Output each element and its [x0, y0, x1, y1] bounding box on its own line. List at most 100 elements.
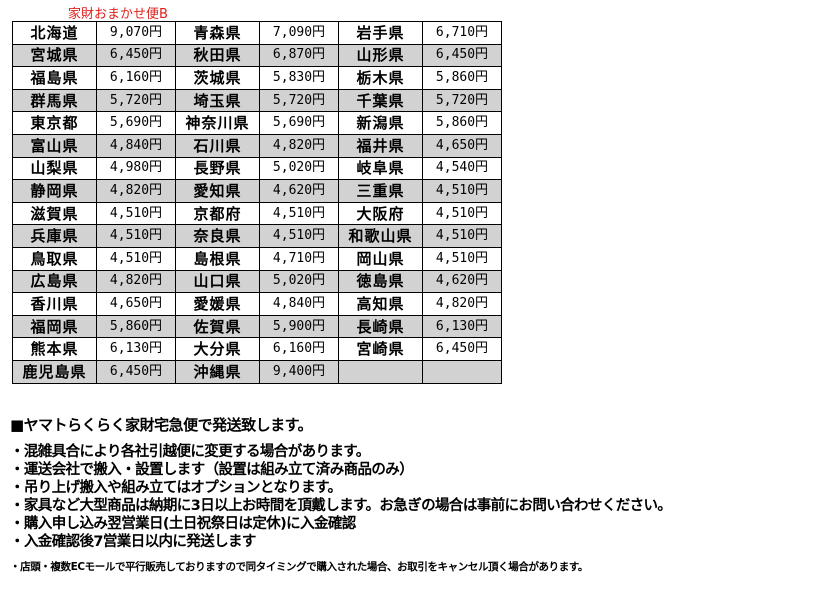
- price-cell: 4,510円: [259, 201, 339, 226]
- table-row: 熊本県 6,130円 大分県 6,160円 宮崎県 6,450円: [12, 337, 502, 361]
- price-cell: 4,620円: [259, 179, 339, 203]
- prefecture-cell: 熊本県: [12, 337, 97, 361]
- note-line: ・購入申し込み翌営業日(土日祝祭日は定休)に入金確認: [10, 516, 356, 532]
- prefecture-cell: 徳島県: [338, 269, 423, 294]
- table-title: 家財おまかせ便B: [68, 7, 168, 22]
- prefecture-cell: 沖縄県: [175, 359, 260, 384]
- price-cell: 9,400円: [259, 359, 339, 384]
- table-row: 静岡県 4,820円 愛知県 4,620円 三重県 4,510円: [12, 179, 502, 203]
- prefecture-cell: 山口県: [175, 269, 260, 294]
- price-cell: 4,820円: [422, 292, 502, 316]
- price-cell: 6,450円: [96, 359, 176, 384]
- prefecture-cell: 奈良県: [175, 224, 260, 248]
- price-cell: 5,860円: [422, 66, 502, 90]
- prefecture-cell: 長野県: [175, 156, 260, 181]
- price-cell: 4,650円: [422, 133, 502, 158]
- prefecture-cell: 山梨県: [12, 156, 97, 181]
- shipping-notes: ■ヤマトらくらく家財宅急便で発送致します。 ・混雑具合により各社引越便に変更する…: [10, 414, 672, 574]
- prefecture-cell: 京都府: [175, 201, 260, 226]
- prefecture-cell: 東京都: [12, 111, 97, 135]
- price-cell: 4,510円: [422, 179, 502, 203]
- prefecture-cell: 岡山県: [338, 246, 423, 271]
- prefecture-cell: 愛媛県: [175, 292, 260, 316]
- prefecture-cell: 鹿児島県: [12, 359, 97, 384]
- note-line: ・吊り上げ搬入や組み立てはオプションとなります。: [10, 480, 342, 496]
- price-cell: 4,510円: [422, 201, 502, 226]
- table-row: 鹿児島県 6,450円 沖縄県 9,400円: [12, 359, 502, 384]
- price-cell: 4,820円: [259, 133, 339, 158]
- price-cell: 5,020円: [259, 156, 339, 181]
- prefecture-cell: 三重県: [338, 179, 423, 203]
- price-cell: 4,510円: [259, 224, 339, 248]
- note-line: ・家具など大型商品は納期に3日以上お時間を頂戴します。お急ぎの場合は事前にお問い…: [10, 498, 672, 514]
- price-cell: 4,840円: [259, 292, 339, 316]
- prefecture-cell: 大阪府: [338, 201, 423, 226]
- price-cell: 5,720円: [96, 88, 176, 113]
- price-cell: 5,860円: [422, 111, 502, 135]
- prefecture-cell: 愛知県: [175, 179, 260, 203]
- prefecture-cell: 長崎県: [338, 314, 423, 339]
- prefecture-cell: 滋賀県: [12, 201, 97, 226]
- prefecture-cell: 北海道: [12, 21, 97, 45]
- prefecture-cell: 高知県: [338, 292, 423, 316]
- notes-footnote: ・店頭・複数ECモールで平行販売しておりますので同タイミングで購入された場合、お…: [10, 561, 588, 573]
- price-cell: [422, 359, 502, 384]
- price-cell: 6,710円: [422, 21, 502, 45]
- price-cell: 6,130円: [422, 314, 502, 339]
- price-cell: 4,820円: [96, 269, 176, 294]
- prefecture-cell: 石川県: [175, 133, 260, 158]
- price-cell: 4,510円: [96, 224, 176, 248]
- prefecture-cell: 千葉県: [338, 88, 423, 113]
- prefecture-cell: 大分県: [175, 337, 260, 361]
- table-row: 広島県 4,820円 山口県 5,020円 徳島県 4,620円: [12, 269, 502, 294]
- table-row: 宮城県 6,450円 秋田県 6,870円 山形県 6,450円: [12, 43, 502, 68]
- price-cell: 4,820円: [96, 179, 176, 203]
- price-cell: 4,620円: [422, 269, 502, 294]
- price-cell: 5,720円: [422, 88, 502, 113]
- prefecture-cell: 和歌山県: [338, 224, 423, 248]
- price-cell: 6,130円: [96, 337, 176, 361]
- prefecture-cell: 新潟県: [338, 111, 423, 135]
- prefecture-cell: 宮城県: [12, 43, 97, 68]
- prefecture-cell: 岩手県: [338, 21, 423, 45]
- prefecture-cell: 広島県: [12, 269, 97, 294]
- price-cell: 5,900円: [259, 314, 339, 339]
- price-cell: 4,840円: [96, 133, 176, 158]
- prefecture-cell: 神奈川県: [175, 111, 260, 135]
- prefecture-cell: 群馬県: [12, 88, 97, 113]
- table-row: 群馬県 5,720円 埼玉県 5,720円 千葉県 5,720円: [12, 88, 502, 113]
- table-row: 東京都 5,690円 神奈川県 5,690円 新潟県 5,860円: [12, 111, 502, 135]
- table-row: 香川県 4,650円 愛媛県 4,840円 高知県 4,820円: [12, 292, 502, 316]
- note-line: ・入金確認後7営業日以内に発送します: [10, 534, 256, 550]
- price-cell: 6,160円: [96, 66, 176, 90]
- price-cell: 4,980円: [96, 156, 176, 181]
- price-cell: 6,450円: [422, 337, 502, 361]
- table-row: 富山県 4,840円 石川県 4,820円 福井県 4,650円: [12, 133, 502, 158]
- price-cell: 4,650円: [96, 292, 176, 316]
- prefecture-cell: [338, 359, 423, 384]
- price-cell: 5,720円: [259, 88, 339, 113]
- prefecture-cell: 島根県: [175, 246, 260, 271]
- price-cell: 5,690円: [259, 111, 339, 135]
- price-cell: 5,860円: [96, 314, 176, 339]
- table-row: 滋賀県 4,510円 京都府 4,510円 大阪府 4,510円: [12, 201, 502, 226]
- price-cell: 4,510円: [96, 201, 176, 226]
- prefecture-cell: 秋田県: [175, 43, 260, 68]
- price-cell: 6,870円: [259, 43, 339, 68]
- table-row: 福岡県 5,860円 佐賀県 5,900円 長崎県 6,130円: [12, 314, 502, 339]
- price-cell: 5,020円: [259, 269, 339, 294]
- table-row: 北海道 9,070円 青森県 7,090円 岩手県 6,710円: [12, 21, 502, 45]
- price-cell: 6,450円: [96, 43, 176, 68]
- price-cell: 6,450円: [422, 43, 502, 68]
- prefecture-cell: 栃木県: [338, 66, 423, 90]
- price-cell: 4,540円: [422, 156, 502, 181]
- price-cell: 9,070円: [96, 21, 176, 45]
- note-line: ・運送会社で搬入・設置します（設置は組み立て済み商品のみ）: [10, 462, 414, 478]
- prefecture-cell: 静岡県: [12, 179, 97, 203]
- table-row: 兵庫県 4,510円 奈良県 4,510円 和歌山県 4,510円: [12, 224, 502, 248]
- shipping-rate-table: 北海道 9,070円 青森県 7,090円 岩手県 6,710円 宮城県 6,450円 秋田県 6…: [12, 21, 502, 384]
- table-row: 山梨県 4,980円 長野県 5,020円 岐阜県 4,540円: [12, 156, 502, 181]
- prefecture-cell: 茨城県: [175, 66, 260, 90]
- price-cell: 6,160円: [259, 337, 339, 361]
- prefecture-cell: 青森県: [175, 21, 260, 45]
